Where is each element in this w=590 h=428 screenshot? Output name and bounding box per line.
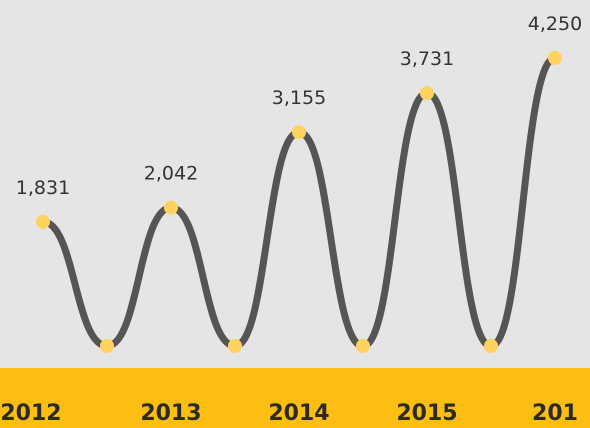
point (356, 339, 370, 353)
x-tick-label: 201 (532, 401, 578, 426)
x-tick-label: 2013 (140, 401, 201, 426)
x-tick-label: 2012 (0, 401, 61, 426)
value-label: 3,731 (400, 48, 454, 70)
value-label: 1,831 (16, 177, 70, 199)
value-label: 2,042 (144, 163, 198, 185)
point (548, 51, 562, 65)
point (292, 125, 306, 140)
point (420, 86, 434, 101)
year-band (0, 368, 590, 428)
point (36, 214, 50, 229)
line (39, 54, 559, 350)
point (484, 339, 498, 353)
value-label: 4,250 (528, 13, 582, 35)
point (100, 339, 114, 353)
x-tick-label: 2014 (268, 401, 329, 426)
point (164, 200, 178, 215)
point (228, 339, 242, 353)
x-tick-label: 2015 (396, 401, 457, 426)
value-label: 3,155 (272, 87, 326, 109)
